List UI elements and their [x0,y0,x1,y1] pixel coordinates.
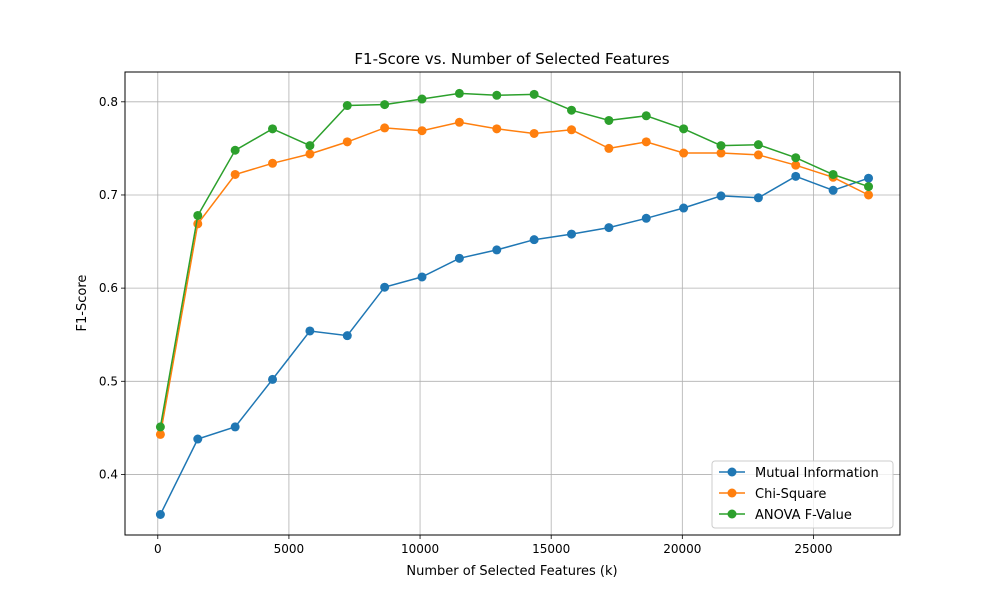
legend-marker-mutual-information [727,467,737,477]
data-point-anova-f-value [604,115,614,125]
data-point-chi-square [679,148,689,158]
data-point-anova-f-value [753,140,763,150]
plot-frame [124,71,901,536]
data-point-chi-square [193,219,203,229]
series-line-anova-f-value [159,92,869,428]
legend-label-anova-f-value: ANOVA F-Value [755,508,852,523]
data-point-anova-f-value [417,94,427,104]
legend-box [711,460,894,529]
x-axis-label: Number of Selected Features (k) [406,564,617,579]
y-tick-label: 0.7 [99,188,118,202]
data-point-mutual-information [604,223,614,233]
data-point-anova-f-value [492,90,502,100]
series-group [155,88,874,520]
data-point-chi-square [529,128,539,138]
axis-ticks: 0 5000 10000 15000 20000 25000 0.4 0.5 0.6 0.7 0.8 [99,95,833,556]
data-point-chi-square [155,429,165,439]
data-point-mutual-information [791,171,801,181]
data-point-anova-f-value [155,422,165,432]
chart-title: F1-Score vs. Number of Selected Features [354,50,669,68]
data-point-mutual-information [716,191,726,201]
data-point-anova-f-value [791,153,801,163]
data-point-chi-square [604,143,614,153]
data-point-chi-square [342,137,352,147]
data-point-mutual-information [342,331,352,341]
data-point-mutual-information [641,213,651,223]
legend-marker-chi-square [727,488,737,498]
data-point-chi-square [454,117,464,127]
data-point-anova-f-value [380,100,390,110]
legend-label-chi-square: Chi-Square [755,487,826,502]
data-point-chi-square [864,190,874,200]
data-point-anova-f-value [305,141,315,151]
y-tick-label: 0.8 [99,95,118,109]
data-point-mutual-information [529,235,539,245]
x-tick-label: 0 [154,542,162,556]
data-point-mutual-information [380,282,390,292]
data-point-mutual-information [417,272,427,282]
data-point-mutual-information [193,434,203,444]
data-point-chi-square [753,150,763,160]
data-point-chi-square [716,148,726,158]
data-point-mutual-information [492,245,502,255]
data-point-chi-square [417,126,427,136]
y-tick-label: 0.5 [99,374,118,388]
data-point-mutual-information [567,229,577,239]
data-point-mutual-information [454,253,464,263]
series-line-mutual-information [159,175,869,515]
data-point-chi-square [305,149,315,159]
data-point-mutual-information [230,422,240,432]
data-point-anova-f-value [342,101,352,111]
data-point-anova-f-value [716,141,726,151]
data-point-anova-f-value [230,145,240,155]
legend-label-mutual-information: Mutual Information [755,466,879,481]
grid [125,72,900,535]
x-tick-label: 10000 [401,542,439,556]
data-point-mutual-information [679,203,689,213]
legend-marker-anova-f-value [727,509,737,519]
data-point-chi-square [791,160,801,170]
data-point-mutual-information [828,185,838,195]
data-point-chi-square [567,125,577,135]
data-point-chi-square [492,124,502,134]
y-tick-label: 0.4 [99,467,118,481]
data-point-mutual-information [268,374,278,384]
legend: Mutual Information Chi-Square ANOVA F-Valu… [711,460,894,529]
data-point-mutual-information [305,326,315,336]
y-tick-label: 0.6 [99,281,118,295]
series-line-chi-square [159,121,869,435]
data-point-anova-f-value [193,210,203,220]
data-point-anova-f-value [529,89,539,99]
data-point-anova-f-value [268,124,278,134]
data-point-anova-f-value [864,182,874,192]
x-tick-label: 20000 [663,542,701,556]
x-tick-label: 5000 [274,542,305,556]
data-point-mutual-information [155,510,165,520]
x-tick-label: 25000 [794,542,832,556]
data-point-mutual-information [753,193,763,203]
data-point-anova-f-value [679,124,689,134]
data-point-chi-square [380,123,390,133]
data-point-anova-f-value [567,105,577,115]
data-point-chi-square [268,158,278,168]
data-point-chi-square [230,169,240,179]
x-tick-label: 15000 [532,542,570,556]
data-point-anova-f-value [454,88,464,98]
data-point-chi-square [641,137,651,147]
y-axis-label: F1-Score [75,275,90,332]
data-point-anova-f-value [828,169,838,179]
data-point-anova-f-value [641,111,651,121]
data-point-mutual-information [864,173,874,183]
